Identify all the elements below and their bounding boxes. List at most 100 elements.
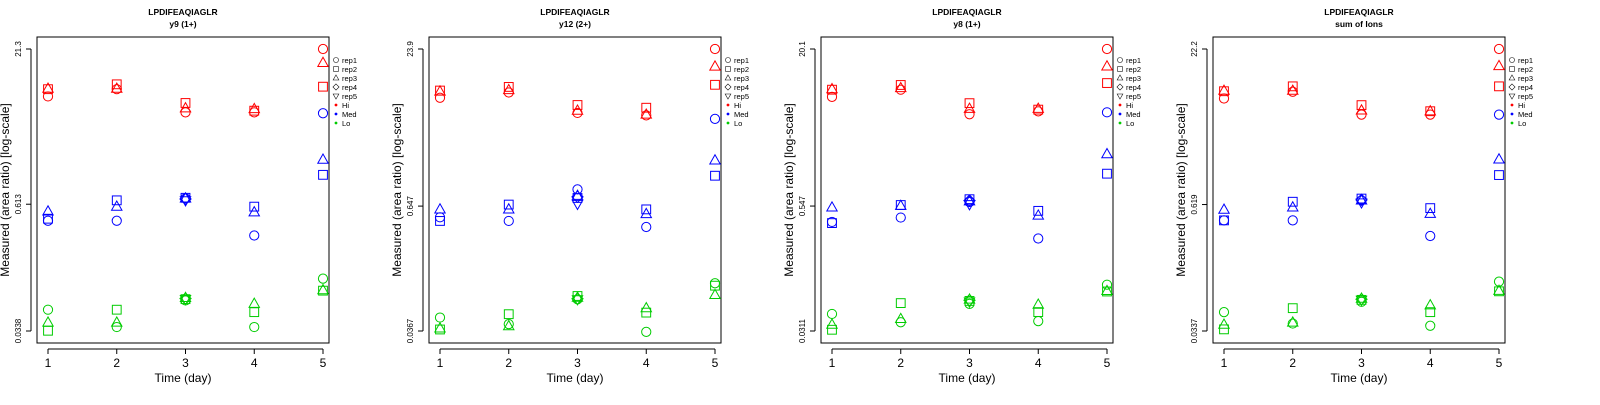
data-point (43, 325, 53, 336)
data-point (827, 84, 837, 95)
chart-title: LPDIFEAQIAGLR (932, 7, 1001, 17)
legend-label: rep5 (734, 92, 749, 101)
legend-marker (724, 83, 732, 91)
chart-subtitle: sum of Ions (1335, 19, 1383, 29)
x-tick-label: 4 (251, 356, 258, 370)
data-point (1425, 203, 1436, 214)
legend-marker (725, 66, 731, 72)
data-point (317, 108, 329, 119)
legend-label: rep1 (1126, 56, 1141, 65)
legend-color-dot (334, 121, 338, 125)
data-point (433, 321, 447, 333)
data-point (1355, 198, 1368, 210)
data-point (641, 326, 652, 337)
data-point (1425, 230, 1436, 242)
legend-marker (725, 57, 731, 63)
data-point (179, 191, 192, 203)
data-point (1425, 320, 1436, 331)
legend-label: rep3 (1518, 74, 1533, 83)
legend-marker (1116, 93, 1124, 100)
data-point (1356, 100, 1367, 111)
data-point (1286, 200, 1299, 212)
data-point (1493, 43, 1505, 55)
data-point (1355, 193, 1368, 207)
x-tick-label: 5 (1496, 356, 1503, 370)
data-point (710, 79, 720, 90)
y-tick-label: 20.1 (798, 41, 807, 57)
data-point (894, 81, 907, 93)
legend-label: Med (734, 110, 749, 119)
plot-frame (820, 36, 1114, 344)
data-point (249, 230, 260, 241)
plot-frame (1212, 36, 1506, 344)
data-point (503, 309, 514, 320)
data-point (1219, 324, 1229, 335)
data-point (502, 202, 515, 214)
legend-marker (1508, 74, 1516, 81)
data-point (572, 100, 583, 110)
legend-label: rep1 (1518, 56, 1533, 65)
legend-marker (1508, 83, 1516, 91)
legend-label: Hi (734, 101, 741, 110)
data-point (111, 215, 122, 226)
data-point (318, 285, 328, 296)
data-point (1424, 298, 1437, 310)
x-tick-label: 4 (1427, 356, 1434, 370)
legend-color-dot (1510, 112, 1514, 116)
data-point (111, 195, 122, 206)
y-tick-label: 23.9 (406, 41, 415, 57)
data-point (435, 324, 445, 335)
data-point (502, 83, 515, 95)
data-point (640, 207, 653, 219)
data-point (640, 107, 653, 119)
data-point (179, 295, 192, 306)
x-axis-label: Time (day) (1331, 371, 1388, 385)
data-point (1424, 104, 1437, 116)
data-point (503, 215, 514, 227)
data-point (1494, 286, 1504, 297)
data-point (179, 291, 192, 303)
data-point (1425, 307, 1436, 318)
data-point (1492, 59, 1506, 71)
data-point (1493, 276, 1505, 287)
x-tick-label: 4 (1035, 356, 1042, 370)
data-point (433, 202, 447, 214)
data-point (1424, 207, 1437, 218)
data-point (1219, 86, 1229, 97)
x-tick-label: 3 (966, 356, 973, 370)
data-point (1287, 318, 1298, 329)
legend-color-dot (726, 103, 730, 107)
data-point (249, 201, 260, 212)
chart-panel: LPDIFEAQIAGLR sum of Ions 0.0337 0.619 22.2 1… (1174, 7, 1533, 385)
legend-label: rep3 (342, 74, 357, 83)
legend-label: rep4 (734, 83, 749, 92)
legend-marker (333, 66, 339, 72)
data-point (640, 301, 653, 313)
legend-marker (724, 74, 732, 81)
data-point (1102, 286, 1112, 297)
data-point (963, 200, 976, 211)
chart-title: LPDIFEAQIAGLR (540, 7, 609, 17)
legend-color-dot (726, 112, 730, 116)
y-tick-label: 22.2 (1190, 41, 1199, 57)
data-point (895, 212, 906, 223)
data-point (316, 56, 330, 68)
data-point (708, 153, 722, 165)
legend-label: Lo (734, 119, 742, 128)
y-axis-label: Measured (area ratio) [log-scale] (0, 103, 12, 276)
legend-marker (1116, 83, 1124, 91)
x-tick-label: 1 (829, 356, 836, 370)
data-point (316, 283, 330, 295)
legend-marker (332, 74, 340, 81)
x-tick-label: 1 (1221, 356, 1228, 370)
data-point (1217, 203, 1231, 214)
data-point (964, 98, 975, 109)
data-point (571, 199, 584, 211)
data-point (503, 199, 514, 210)
data-point (502, 319, 515, 331)
data-point (41, 315, 55, 327)
legend-marker (1117, 66, 1123, 72)
chart-panel: LPDIFEAQIAGLR y8 (1+) 0.0311 0.547 20.1 1 2 3 4 5… (782, 7, 1141, 385)
